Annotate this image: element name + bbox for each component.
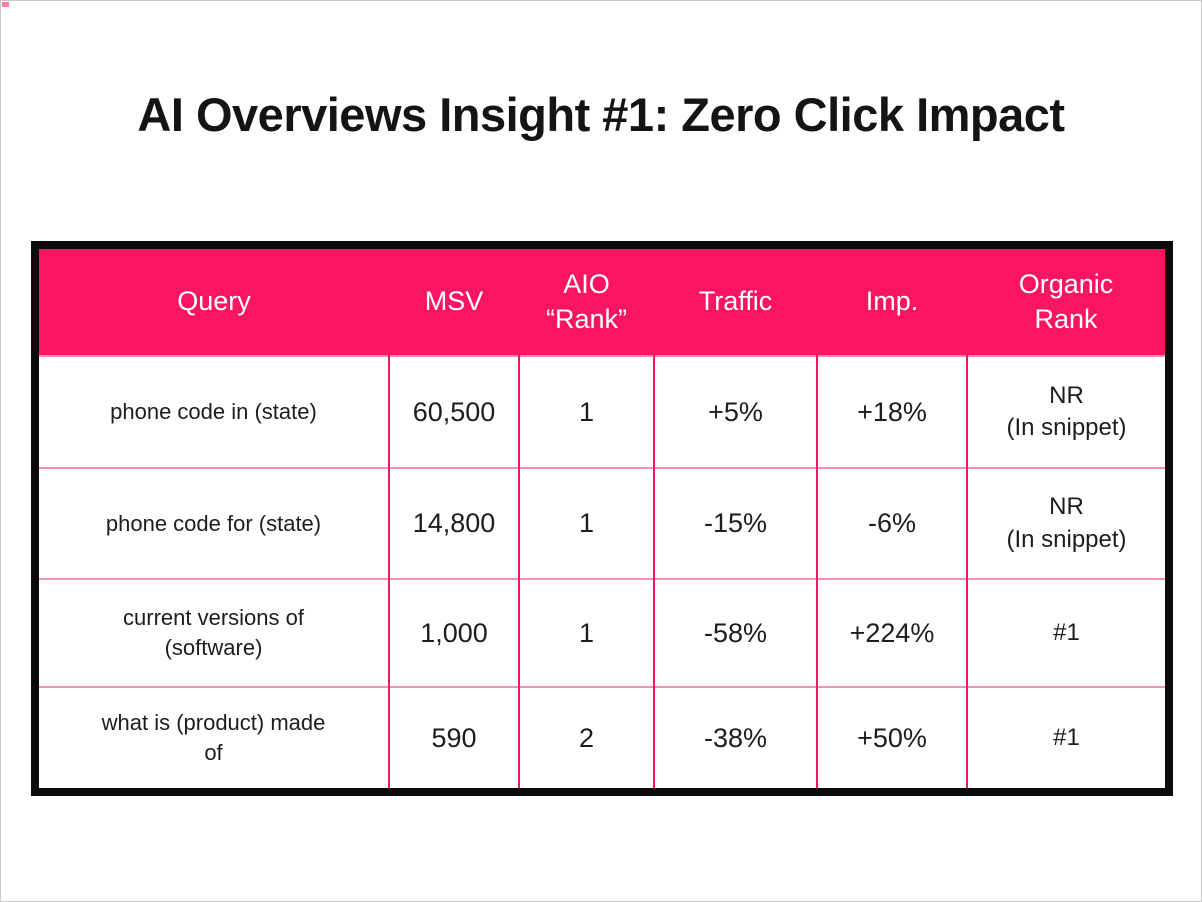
cell-traffic: +5% xyxy=(653,356,817,468)
table-row: what is (product) made of 590 2 -38% +50… xyxy=(39,687,1165,788)
cell-msv: 1,000 xyxy=(388,579,519,687)
cell-query: what is (product) made of xyxy=(101,710,326,765)
column-header-msv: MSV xyxy=(389,249,519,356)
cell-aio-rank: 1 xyxy=(518,356,654,468)
cell-query: current versions of (software) xyxy=(123,605,304,660)
column-header-query: Query xyxy=(39,249,389,356)
cell-traffic: -58% xyxy=(653,579,817,687)
table-row: phone code for (state) 14,800 1 -15% -6%… xyxy=(39,468,1165,579)
corner-pink-artifact xyxy=(2,2,9,7)
cell-aio-rank: 2 xyxy=(518,687,654,788)
header-row: Query MSV AIO “Rank” Traffic Imp. Organi… xyxy=(39,249,1165,356)
data-table: Query MSV AIO “Rank” Traffic Imp. Organi… xyxy=(39,249,1165,788)
cell-query: phone code for (state) xyxy=(105,510,322,536)
cell-organic-rank: #1 xyxy=(966,579,1165,687)
cell-imp: +224% xyxy=(816,579,967,687)
cell-organic-rank: #1 xyxy=(966,687,1165,788)
cell-organic-rank: NR (In snippet) xyxy=(966,468,1165,579)
cell-aio-rank: 1 xyxy=(518,579,654,687)
cell-imp: +18% xyxy=(816,356,967,468)
cell-msv: 14,800 xyxy=(388,468,519,579)
column-header-aio-rank: AIO “Rank” xyxy=(519,249,654,356)
table-row: current versions of (software) 1,000 1 -… xyxy=(39,579,1165,687)
column-header-traffic: Traffic xyxy=(654,249,817,356)
slide-title: AI Overviews Insight #1: Zero Click Impa… xyxy=(137,88,1065,141)
cell-traffic: -38% xyxy=(653,687,817,788)
cell-imp: +50% xyxy=(816,687,967,788)
cell-aio-rank: 1 xyxy=(518,468,654,579)
cell-organic-rank: NR (In snippet) xyxy=(966,356,1165,468)
cell-traffic: -15% xyxy=(653,468,817,579)
cell-imp: -6% xyxy=(816,468,967,579)
column-header-organic-rank: Organic Rank xyxy=(967,249,1165,356)
column-header-imp: Imp. xyxy=(817,249,967,356)
cell-msv: 60,500 xyxy=(388,356,519,468)
zero-click-impact-table: Query MSV AIO “Rank” Traffic Imp. Organi… xyxy=(31,241,1173,796)
table-row: phone code in (state) 60,500 1 +5% +18% … xyxy=(39,356,1165,468)
cell-query: phone code in (state) xyxy=(110,399,317,425)
cell-msv: 590 xyxy=(388,687,519,788)
